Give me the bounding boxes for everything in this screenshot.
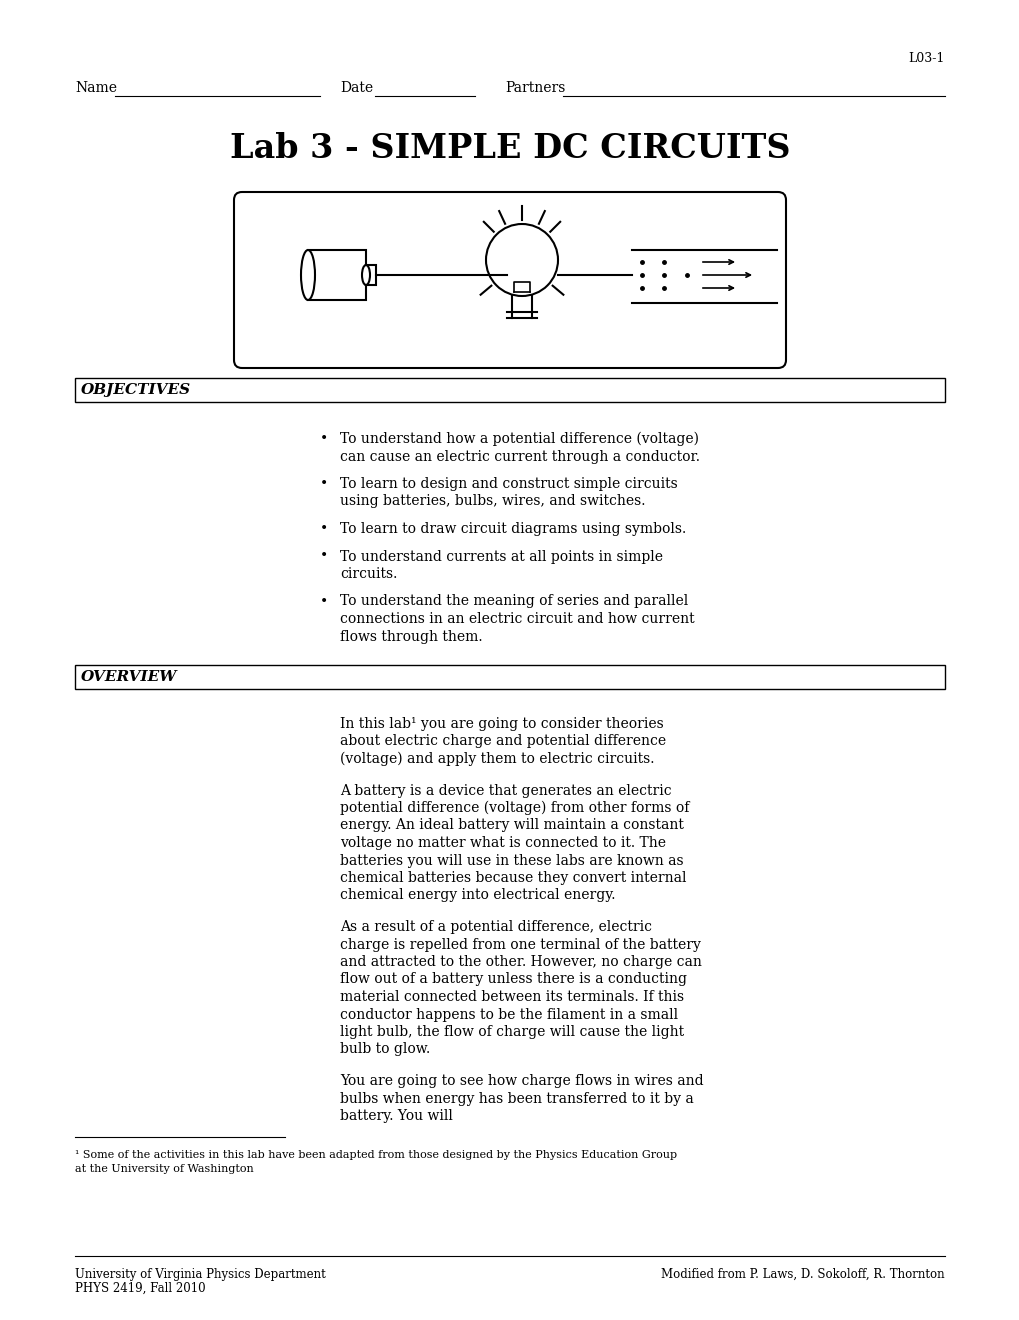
Text: at the University of Washington: at the University of Washington xyxy=(75,1163,254,1173)
Bar xyxy=(75,378,944,403)
Text: To learn to design and construct simple circuits: To learn to design and construct simple … xyxy=(339,477,677,491)
Text: In this lab¹ you are going to consider theories: In this lab¹ you are going to consider t… xyxy=(339,717,663,731)
Text: Name: Name xyxy=(75,81,117,95)
Text: A battery is a device that generates an electric: A battery is a device that generates an … xyxy=(339,784,671,797)
Text: bulbs when energy has been transferred to it by a: bulbs when energy has been transferred t… xyxy=(339,1092,693,1106)
Text: To learn to draw circuit diagrams using symbols.: To learn to draw circuit diagrams using … xyxy=(339,521,686,536)
Text: Lab 3 - SIMPLE DC CIRCUITS: Lab 3 - SIMPLE DC CIRCUITS xyxy=(229,132,790,165)
Text: charge is repelled from one terminal of the battery: charge is repelled from one terminal of … xyxy=(339,937,700,952)
Text: L03-1: L03-1 xyxy=(908,51,944,65)
Text: Partners: Partners xyxy=(504,81,565,95)
Text: ¹ Some of the activities in this lab have been adapted from those designed by th: ¹ Some of the activities in this lab hav… xyxy=(75,1151,677,1160)
Bar xyxy=(308,249,366,300)
Text: You are going to see how charge flows in wires and: You are going to see how charge flows in… xyxy=(339,1074,703,1088)
Text: circuits.: circuits. xyxy=(339,568,397,581)
Text: connections in an electric circuit and how current: connections in an electric circuit and h… xyxy=(339,612,694,626)
FancyBboxPatch shape xyxy=(233,191,786,368)
Text: voltage no matter what is connected to it. The: voltage no matter what is connected to i… xyxy=(339,836,665,850)
Text: material connected between its terminals. If this: material connected between its terminals… xyxy=(339,990,684,1005)
Text: conductor happens to be the filament in a small: conductor happens to be the filament in … xyxy=(339,1007,678,1022)
Text: As a result of a potential difference, electric: As a result of a potential difference, e… xyxy=(339,920,651,935)
Text: To understand currents at all points in simple: To understand currents at all points in … xyxy=(339,549,662,564)
Text: potential difference (voltage) from other forms of: potential difference (voltage) from othe… xyxy=(339,801,689,816)
Text: chemical batteries because they convert internal: chemical batteries because they convert … xyxy=(339,871,686,884)
Text: (voltage) and apply them to electric circuits.: (voltage) and apply them to electric cir… xyxy=(339,752,654,767)
Text: Date: Date xyxy=(339,81,373,95)
Ellipse shape xyxy=(301,249,315,300)
Text: about electric charge and potential difference: about electric charge and potential diff… xyxy=(339,734,665,748)
Text: bulb to glow.: bulb to glow. xyxy=(339,1043,430,1056)
Text: Modified from P. Laws, D. Sokoloff, R. Thornton: Modified from P. Laws, D. Sokoloff, R. T… xyxy=(660,1269,944,1280)
Text: University of Virginia Physics Department: University of Virginia Physics Departmen… xyxy=(75,1269,325,1280)
Bar xyxy=(366,265,376,285)
Text: battery. You will: battery. You will xyxy=(339,1109,452,1123)
Text: chemical energy into electrical energy.: chemical energy into electrical energy. xyxy=(339,888,614,903)
Text: •: • xyxy=(320,549,328,564)
Text: OVERVIEW: OVERVIEW xyxy=(81,671,177,684)
Text: •: • xyxy=(320,521,328,536)
Text: •: • xyxy=(320,477,328,491)
Text: To understand the meaning of series and parallel: To understand the meaning of series and … xyxy=(339,594,688,609)
Text: energy. An ideal battery will maintain a constant: energy. An ideal battery will maintain a… xyxy=(339,818,683,833)
Text: using batteries, bulbs, wires, and switches.: using batteries, bulbs, wires, and switc… xyxy=(339,495,645,508)
Text: light bulb, the flow of charge will cause the light: light bulb, the flow of charge will caus… xyxy=(339,1026,684,1039)
Text: •: • xyxy=(320,432,328,446)
Text: To understand how a potential difference (voltage): To understand how a potential difference… xyxy=(339,432,698,446)
Text: can cause an electric current through a conductor.: can cause an electric current through a … xyxy=(339,450,699,463)
Text: batteries you will use in these labs are known as: batteries you will use in these labs are… xyxy=(339,854,683,867)
Text: •: • xyxy=(320,594,328,609)
Text: flow out of a battery unless there is a conducting: flow out of a battery unless there is a … xyxy=(339,973,687,986)
Text: PHYS 2419, Fall 2010: PHYS 2419, Fall 2010 xyxy=(75,1282,206,1295)
Bar xyxy=(75,665,944,689)
Text: and attracted to the other. However, no charge can: and attracted to the other. However, no … xyxy=(339,954,701,969)
Text: OBJECTIVES: OBJECTIVES xyxy=(81,383,191,397)
Ellipse shape xyxy=(362,265,370,285)
Text: flows through them.: flows through them. xyxy=(339,630,482,644)
